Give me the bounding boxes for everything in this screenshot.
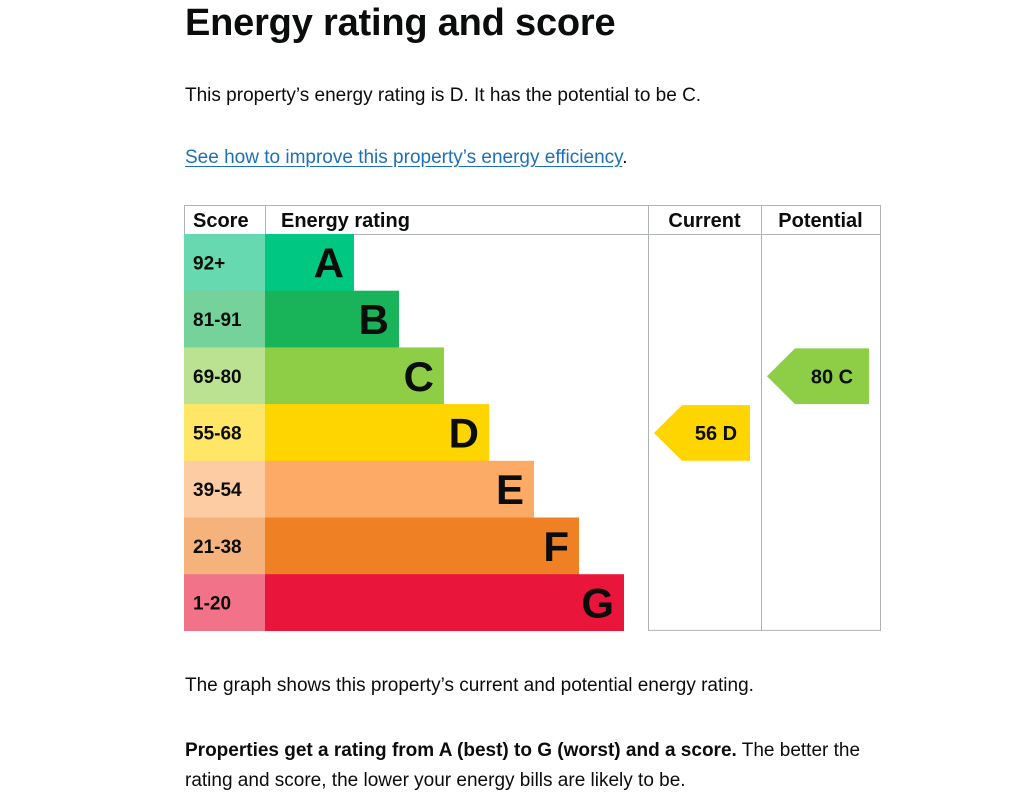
rating-explanation-rest: The better the rating and score, the low…: [185, 740, 861, 791]
band-c-score-label: 69-80: [193, 367, 242, 388]
band-g-bar: [265, 574, 624, 631]
header-row: [184, 205, 881, 235]
band-d-bar: [265, 404, 489, 462]
potential-rating-arrow: [767, 348, 869, 405]
band-a-bar: [265, 234, 354, 292]
band-c-letter: C: [404, 353, 434, 400]
band-b-letter: B: [359, 296, 389, 343]
band-b-score-cell: [184, 290, 265, 348]
current-rating-arrow: [654, 405, 750, 461]
rating-intro: This property’s energy rating is D. It h…: [185, 85, 702, 106]
improve-paragraph: See how to improve this property’s energ…: [185, 147, 628, 169]
improve-efficiency-link[interactable]: See how to improve this property’s energ…: [185, 147, 623, 168]
band-f-score-label: 21-38: [193, 537, 242, 558]
band-e-letter: E: [496, 466, 524, 513]
current-rating-label: 56 D: [695, 423, 737, 445]
page-title: Energy rating and score: [185, 2, 616, 44]
band-b-bar: [265, 290, 399, 348]
band-c-score-cell: [184, 347, 265, 405]
current-column-header: Current: [668, 210, 741, 232]
band-d-letter: D: [449, 409, 479, 456]
band-g-score-label: 1-20: [193, 594, 231, 615]
band-b-score-label: 81-91: [193, 310, 242, 331]
band-f-bar: [265, 517, 579, 575]
improve-link-suffix: .: [622, 147, 628, 168]
energy-rating-chart: Score Energy rating Current Potential 92+ A 81…: [184, 205, 881, 631]
rating-column-header: Energy rating: [281, 210, 410, 232]
band-e-score-cell: [184, 460, 265, 518]
band-g-score-cell: [184, 574, 265, 631]
potential-rating-label: 80 C: [811, 366, 853, 388]
band-g-letter: G: [581, 580, 614, 627]
band-e-bar: [265, 460, 534, 518]
band-c-bar: [265, 347, 444, 405]
rating-explanation-bold: Properties get a rating from A (best) to…: [185, 740, 737, 761]
band-a-score-label: 92+: [193, 253, 225, 274]
band-a-score-cell: [184, 234, 265, 292]
band-f-letter: F: [543, 523, 569, 570]
graph-caption: The graph shows this property’s current …: [185, 675, 754, 696]
band-d-score-cell: [184, 404, 265, 462]
score-column-header: Score: [193, 210, 249, 232]
band-e-score-label: 39-54: [193, 480, 242, 501]
rating-explanation: Properties get a rating from A (best) to…: [185, 736, 900, 796]
potential-column-header: Potential: [778, 210, 862, 232]
band-a-letter: A: [314, 239, 344, 286]
band-d-score-label: 55-68: [193, 423, 242, 444]
band-f-score-cell: [184, 517, 265, 575]
